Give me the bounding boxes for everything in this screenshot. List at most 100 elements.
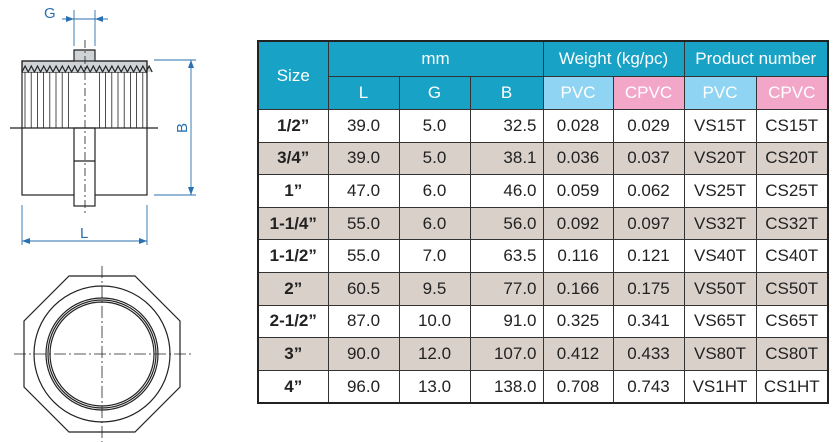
value-cell: CS65T — [755, 304, 829, 339]
value-cell: 91.0 — [469, 304, 544, 339]
specification-table: Size mm Weight (kg/pc) Product number L … — [257, 40, 829, 405]
value-cell: 0.433 — [612, 337, 685, 371]
value-cell: VS1HT — [683, 369, 757, 404]
value-cell: CS15T — [755, 109, 829, 143]
table-row: 1-1/2” 55.0 7.0 63.5 0.116 0.121 VS40T CS40T — [257, 239, 829, 273]
header-product-cpvc: CPVC — [755, 76, 829, 110]
table-row: 3/4” 39.0 5.0 38.1 0.036 0.037 VS20T CS20T — [257, 141, 829, 176]
value-cell: 55.0 — [327, 206, 400, 241]
value-cell: CS20T — [755, 141, 829, 176]
size-cell: 1/2” — [257, 109, 329, 143]
table-row: 1-1/4” 55.0 6.0 56.0 0.092 0.097 VS32T CS32T — [257, 206, 829, 241]
value-cell: CS32T — [755, 206, 829, 241]
header-b: B — [469, 76, 544, 110]
value-cell: 39.0 — [327, 109, 400, 143]
value-cell: 55.0 — [327, 239, 400, 273]
value-cell: 12.0 — [398, 337, 471, 371]
table-row: 4” 96.0 13.0 138.0 0.708 0.743 VS1HT CS1HT — [257, 369, 829, 404]
fitting-drawing: G B L — [10, 5, 196, 442]
value-cell: 0.121 — [612, 239, 685, 273]
header-l: L — [327, 76, 400, 110]
header-weight: Weight (kg/pc) — [542, 40, 685, 77]
value-cell: 0.412 — [542, 337, 614, 371]
size-cell: 1-1/2” — [257, 239, 329, 273]
value-cell: 0.116 — [542, 239, 614, 273]
dim-label-g: G — [44, 5, 56, 22]
value-cell: VS40T — [683, 239, 757, 273]
value-cell: CS25T — [755, 174, 829, 208]
header-g: G — [398, 76, 471, 110]
value-cell: 87.0 — [327, 304, 400, 339]
value-cell: 0.097 — [612, 206, 685, 241]
value-cell: VS50T — [683, 271, 757, 306]
size-cell: 2-1/2” — [257, 304, 329, 339]
value-cell: 5.0 — [398, 141, 471, 176]
value-cell: 90.0 — [327, 337, 400, 371]
value-cell: 5.0 — [398, 109, 471, 143]
value-cell: 63.5 — [469, 239, 544, 273]
value-cell: 0.028 — [542, 109, 614, 143]
front-view — [14, 266, 192, 442]
table-row: 1” 47.0 6.0 46.0 0.059 0.062 VS25T CS25T — [257, 174, 829, 208]
value-cell: 0.029 — [612, 109, 685, 143]
value-cell: CS40T — [755, 239, 829, 273]
value-cell: 9.5 — [398, 271, 471, 306]
value-cell: 0.175 — [612, 271, 685, 306]
value-cell: 38.1 — [469, 141, 544, 176]
value-cell: 46.0 — [469, 174, 544, 208]
value-cell: 0.036 — [542, 141, 614, 176]
value-cell: CS1HT — [755, 369, 829, 404]
value-cell: 6.0 — [398, 206, 471, 241]
value-cell: 60.5 — [327, 271, 400, 306]
value-cell: VS80T — [683, 337, 757, 371]
value-cell: CS50T — [755, 271, 829, 306]
value-cell: 0.059 — [542, 174, 614, 208]
value-cell: 10.0 — [398, 304, 471, 339]
value-cell: 0.062 — [612, 174, 685, 208]
value-cell: 96.0 — [327, 369, 400, 404]
value-cell: 13.0 — [398, 369, 471, 404]
table-row: 1/2” 39.0 5.0 32.5 0.028 0.029 VS15T CS15T — [257, 109, 829, 143]
value-cell: 0.743 — [612, 369, 685, 404]
dimension-lines — [21, 10, 196, 245]
value-cell: 0.166 — [542, 271, 614, 306]
value-cell: 107.0 — [469, 337, 544, 371]
side-view — [10, 40, 158, 215]
value-cell: 7.0 — [398, 239, 471, 273]
value-cell: 56.0 — [469, 206, 544, 241]
header-size: Size — [257, 40, 329, 110]
dim-label-b: B — [174, 123, 191, 133]
table-row: 2-1/2” 87.0 10.0 91.0 0.325 0.341 VS65T CS65T — [257, 304, 829, 339]
value-cell: 138.0 — [469, 369, 544, 404]
value-cell: VS20T — [683, 141, 757, 176]
value-cell: 32.5 — [469, 109, 544, 143]
table-row: 2” 60.5 9.5 77.0 0.166 0.175 VS50T CS50T — [257, 271, 829, 306]
size-cell: 3” — [257, 337, 329, 371]
value-cell: 0.037 — [612, 141, 685, 176]
value-cell: VS15T — [683, 109, 757, 143]
value-cell: VS25T — [683, 174, 757, 208]
size-cell: 2” — [257, 271, 329, 306]
size-cell: 4” — [257, 369, 329, 404]
header-mm: mm — [327, 40, 544, 77]
value-cell: 6.0 — [398, 174, 471, 208]
value-cell: 39.0 — [327, 141, 400, 176]
header-product-pvc: PVC — [683, 76, 757, 110]
value-cell: 0.325 — [542, 304, 614, 339]
size-cell: 3/4” — [257, 141, 329, 176]
value-cell: VS32T — [683, 206, 757, 241]
dim-label-l: L — [80, 225, 88, 242]
value-cell: VS65T — [683, 304, 757, 339]
table-row: 3” 90.0 12.0 107.0 0.412 0.433 VS80T CS80T — [257, 337, 829, 371]
header-weight-pvc: PVC — [542, 76, 614, 110]
value-cell: 0.092 — [542, 206, 614, 241]
value-cell: 47.0 — [327, 174, 400, 208]
size-cell: 1-1/4” — [257, 206, 329, 241]
value-cell: 0.341 — [612, 304, 685, 339]
header-product-number: Product number — [683, 40, 829, 77]
value-cell: 77.0 — [469, 271, 544, 306]
size-cell: 1” — [257, 174, 329, 208]
value-cell: CS80T — [755, 337, 829, 371]
value-cell: 0.708 — [542, 369, 614, 404]
header-weight-cpvc: CPVC — [612, 76, 685, 110]
